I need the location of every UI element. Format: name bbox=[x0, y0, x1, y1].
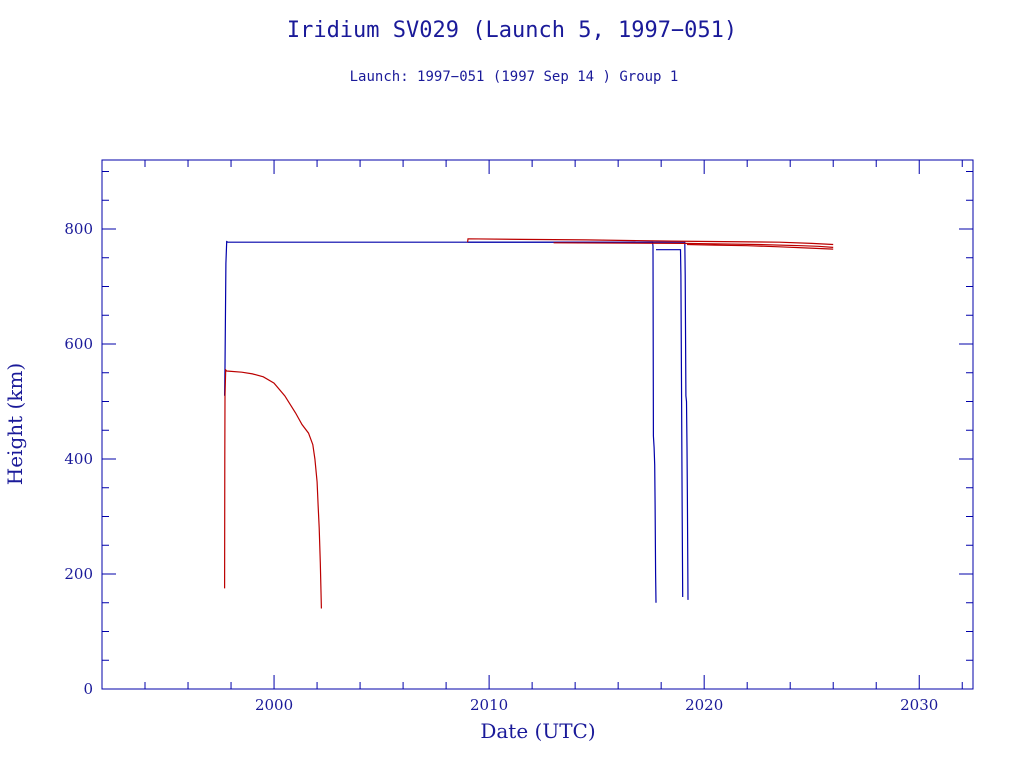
y-tick-label: 200 bbox=[64, 565, 93, 583]
plot-frame bbox=[101, 159, 974, 690]
series-line-red-7 bbox=[553, 242, 834, 248]
series-line-blue-1 bbox=[224, 240, 657, 603]
x-tick-label: 2020 bbox=[685, 696, 723, 714]
series-line-blue-2 bbox=[656, 249, 684, 598]
series-line-blue-3 bbox=[652, 241, 689, 600]
chart-title: Iridium SV029 (Launch 5, 1997−051) bbox=[287, 18, 737, 43]
series-line-red-8 bbox=[686, 243, 834, 250]
y-tick-label: 800 bbox=[64, 220, 93, 238]
tick-labels: 2000 2010 2020 2030 0 200 400 600 800 bbox=[64, 220, 938, 714]
x-tick-label: 2030 bbox=[900, 696, 938, 714]
x-tick-label: 2010 bbox=[470, 696, 508, 714]
y-axis-title: Height (km) bbox=[3, 363, 27, 485]
data-series bbox=[224, 238, 834, 609]
y-tick-label: 0 bbox=[83, 680, 93, 698]
x-axis-title: Date (UTC) bbox=[480, 719, 595, 743]
x-tick-label: 2000 bbox=[255, 696, 293, 714]
y-tick-label: 400 bbox=[64, 450, 93, 468]
series-line-red-6 bbox=[467, 238, 834, 246]
series-line-red-5 bbox=[224, 368, 322, 609]
chart-subtitle: Launch: 1997−051 (1997 Sep 14 ) Group 1 bbox=[350, 69, 679, 85]
axis-ticks bbox=[102, 160, 973, 690]
y-tick-label: 600 bbox=[64, 335, 93, 353]
